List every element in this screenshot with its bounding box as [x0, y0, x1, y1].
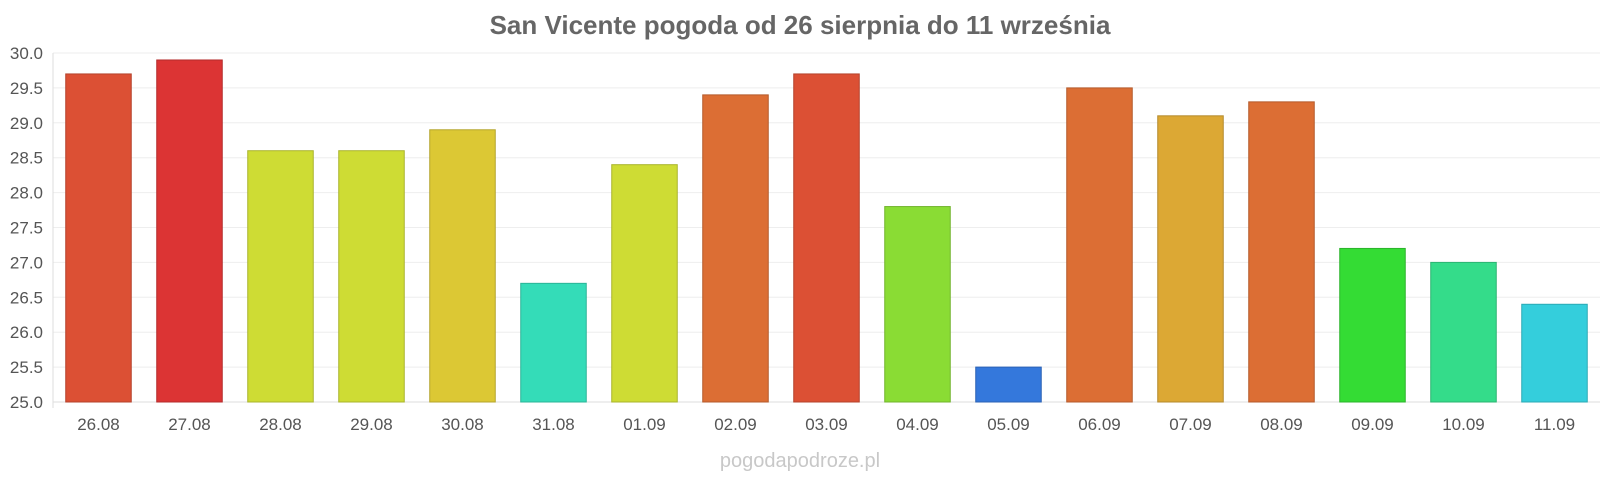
y-tick-label: 25.0 — [10, 393, 43, 412]
bar-08.09 — [1248, 101, 1315, 403]
bars — [65, 59, 1588, 403]
x-tick-label: 01.09 — [623, 415, 666, 434]
x-tick-label: 09.09 — [1351, 415, 1394, 434]
x-tick-label: 30.08 — [441, 415, 484, 434]
x-tick-label: 02.09 — [714, 415, 757, 434]
y-tick-label: 25.5 — [10, 358, 43, 377]
x-tick-label: 27.08 — [168, 415, 211, 434]
bar-01.09 — [611, 164, 678, 403]
x-tick-label: 26.08 — [77, 415, 120, 434]
bar-04.09 — [884, 206, 951, 403]
bar-29.08 — [338, 150, 405, 403]
x-tick-label: 04.09 — [896, 415, 939, 434]
x-tick-label: 10.09 — [1442, 415, 1485, 434]
y-tick-label: 29.0 — [10, 114, 43, 133]
bar-07.09 — [1157, 115, 1224, 403]
y-tick-label: 28.5 — [10, 149, 43, 168]
watermark: pogodapodroze.pl — [719, 450, 881, 472]
bar-10.09 — [1430, 261, 1497, 403]
bar-26.08 — [65, 73, 132, 403]
y-tick-label: 26.5 — [10, 288, 43, 307]
x-tick-label: 31.08 — [532, 415, 575, 434]
chart-title: San Vicente pogoda od 26 sierpnia do 11 … — [489, 10, 1111, 40]
x-tick-label: 03.09 — [805, 415, 848, 434]
bar-27.08 — [156, 59, 223, 403]
x-tick-label: 06.09 — [1078, 415, 1121, 434]
y-tick-labels: 25.0 25.5 26.0 26.5 27.0 27.5 28.0 28.5 29.0 29.5… — [10, 44, 43, 412]
y-tick-label: 29.5 — [10, 79, 43, 98]
bar-09.09 — [1339, 247, 1406, 403]
x-tick-label: 05.09 — [987, 415, 1030, 434]
bar-31.08 — [520, 282, 587, 403]
y-tick-label: 28.0 — [10, 184, 43, 203]
x-tick-labels: 26.08 27.08 28.08 29.08 30.08 31.08 01.09 02.09… — [77, 415, 1575, 434]
y-tick-label: 26.0 — [10, 323, 43, 342]
x-tick-label: 11.09 — [1534, 415, 1575, 434]
x-tick-label: 07.09 — [1169, 415, 1212, 434]
bar-03.09 — [793, 73, 860, 403]
y-tick-label: 27.0 — [10, 253, 43, 272]
x-tick-label: 28.08 — [259, 415, 302, 434]
x-tick-label: 29.08 — [350, 415, 393, 434]
bar-30.08 — [429, 129, 496, 403]
bar-05.09 — [975, 366, 1042, 403]
bar-06.09 — [1066, 87, 1133, 403]
y-tick-label: 30.0 — [10, 44, 43, 63]
bar-02.09 — [702, 94, 769, 403]
bar-11.09 — [1521, 303, 1588, 403]
x-tick-label: 08.09 — [1260, 415, 1303, 434]
bar-28.08 — [247, 150, 314, 403]
y-tick-label: 27.5 — [10, 219, 43, 238]
